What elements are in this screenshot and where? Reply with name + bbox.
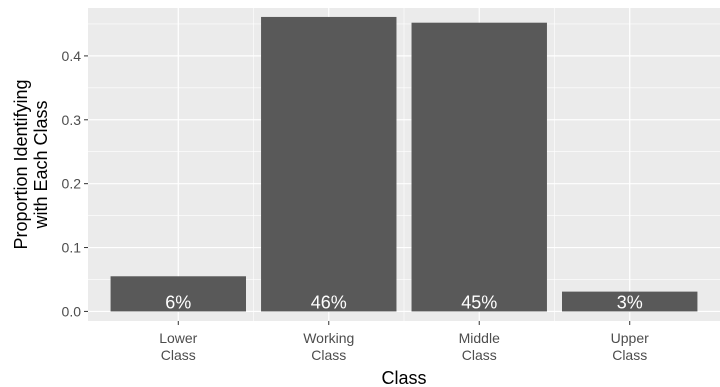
- bar-data-label: 46%: [311, 292, 347, 312]
- x-tick-label: Upper Class: [611, 330, 649, 363]
- bar: [261, 16, 397, 312]
- bar-data-label: 6%: [165, 292, 191, 312]
- x-tick-label: Middle Class: [459, 330, 500, 363]
- y-tick-label: 0.4: [62, 48, 82, 64]
- y-tick-label: 0.1: [62, 240, 82, 256]
- y-tick-label: 0.0: [62, 303, 82, 319]
- y-tick-label: 0.2: [62, 176, 82, 192]
- y-tick-label: 0.3: [62, 112, 82, 128]
- y-axis-title: Proportion Identifyingwith Each Class: [11, 79, 51, 249]
- x-axis-title: Class: [381, 368, 426, 387]
- bar-data-label: 45%: [461, 292, 497, 312]
- bar: [562, 291, 698, 312]
- x-tick-label: Lower Class: [159, 330, 197, 363]
- x-tick-label: Working Class: [303, 330, 354, 363]
- y-axis: 0.0 0.1 0.2 0.3 0.4: [62, 48, 88, 319]
- bar: [411, 22, 547, 312]
- bars: [110, 16, 698, 312]
- x-axis: Lower Class Working Class Middle Class Upper Cl…: [159, 321, 649, 363]
- bar: [110, 276, 246, 312]
- data-labels: 6% 46% 45% 3%: [165, 292, 642, 312]
- bar-data-label: 3%: [617, 292, 643, 312]
